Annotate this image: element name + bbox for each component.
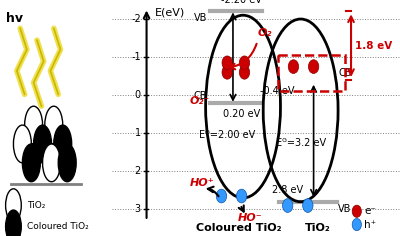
Circle shape [222,56,232,70]
Circle shape [22,144,40,182]
Circle shape [54,125,72,163]
Text: HO⁺: HO⁺ [190,178,214,188]
Text: CB: CB [194,91,207,101]
Text: HO⁻: HO⁻ [238,213,262,223]
Circle shape [25,106,42,144]
Circle shape [34,125,52,163]
FancyArrowPatch shape [208,187,218,196]
Text: CB: CB [338,68,352,78]
Text: VB: VB [338,204,352,214]
Text: Coloured TiO₂: Coloured TiO₂ [196,223,282,233]
FancyArrowPatch shape [230,44,256,69]
Text: e⁻: e⁻ [364,206,376,216]
Text: 2: 2 [134,166,141,176]
Text: Eᴳ=3.2 eV: Eᴳ=3.2 eV [276,138,326,148]
Text: -0.4 eV: -0.4 eV [260,86,295,97]
Text: TiO₂: TiO₂ [305,223,331,233]
Circle shape [352,205,362,217]
Circle shape [239,56,250,70]
Text: TiO₂: TiO₂ [27,201,45,210]
Text: VB: VB [194,13,207,23]
Text: -2: -2 [131,14,141,24]
Text: 2.8 eV: 2.8 eV [272,185,303,195]
FancyArrowPatch shape [239,205,244,212]
Text: 3: 3 [135,204,141,214]
Circle shape [239,65,250,79]
Circle shape [288,60,299,73]
Text: Eᴳ=2.00 eV: Eᴳ=2.00 eV [199,130,255,140]
Text: hv: hv [6,12,22,25]
Text: Coloured TiO₂: Coloured TiO₂ [27,222,89,231]
Circle shape [236,189,247,203]
Text: 0.20 eV: 0.20 eV [223,109,260,119]
Text: 1.8 eV: 1.8 eV [355,41,393,51]
Circle shape [58,144,76,182]
Circle shape [42,144,60,182]
Text: -2.20 eV: -2.20 eV [221,0,262,4]
Circle shape [303,199,313,212]
Circle shape [216,189,227,203]
Circle shape [45,106,63,144]
Text: 0: 0 [135,90,141,100]
Text: O₂: O₂ [258,28,272,38]
Text: 1: 1 [135,128,141,138]
Circle shape [308,60,319,73]
Text: h⁺: h⁺ [364,219,376,230]
Text: O₂⁻: O₂⁻ [190,96,210,105]
Circle shape [6,210,21,236]
Circle shape [14,125,31,163]
Circle shape [352,219,362,231]
Text: E(eV): E(eV) [155,8,186,18]
Circle shape [222,65,232,79]
Text: -1: -1 [131,52,141,62]
Circle shape [282,199,293,212]
Circle shape [6,189,21,222]
